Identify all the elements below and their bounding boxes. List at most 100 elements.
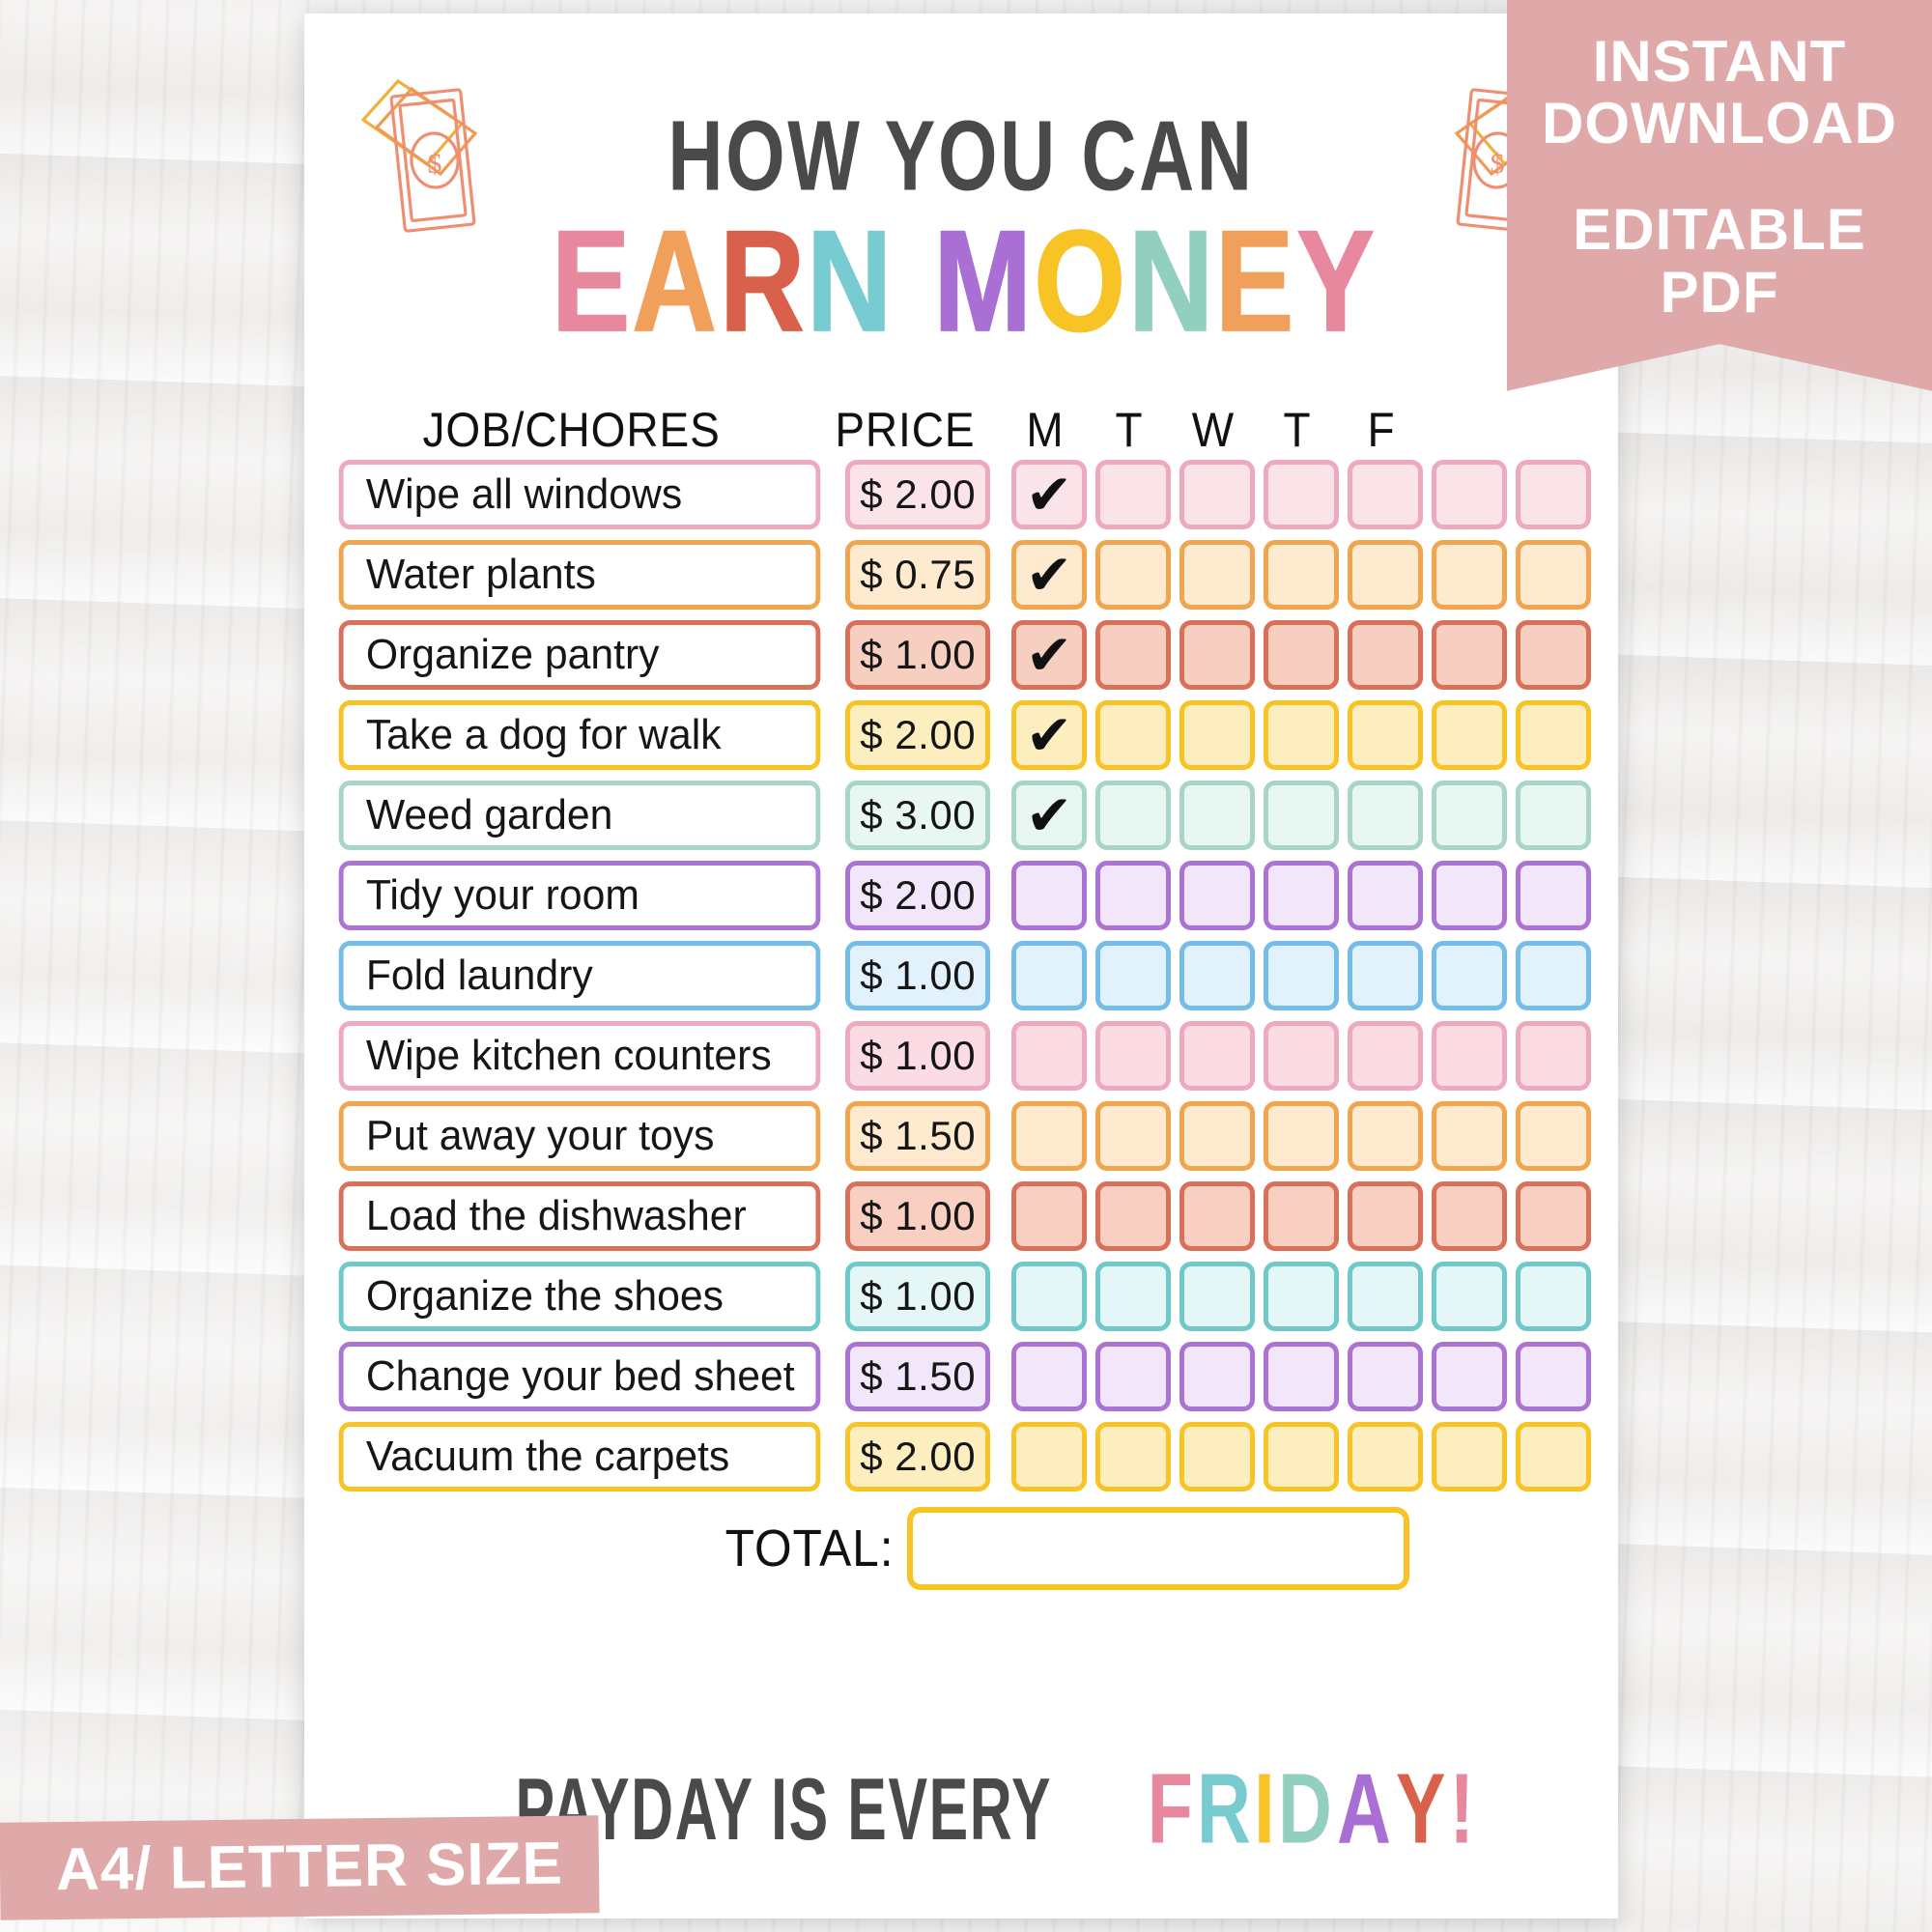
chore-name-input[interactable]: Weed garden	[338, 781, 821, 850]
day-checkbox[interactable]	[1264, 620, 1339, 690]
day-checkbox[interactable]	[1095, 460, 1171, 529]
day-checkbox[interactable]	[1095, 781, 1171, 850]
day-checkbox[interactable]	[1348, 1262, 1423, 1331]
day-checkbox[interactable]	[1516, 1101, 1591, 1171]
day-checkbox[interactable]	[1516, 1342, 1591, 1411]
day-checkbox[interactable]	[1011, 1342, 1087, 1411]
day-checkbox[interactable]	[1264, 861, 1339, 930]
day-checkbox[interactable]	[1264, 1181, 1339, 1251]
day-checkbox[interactable]	[1348, 941, 1423, 1010]
day-checkbox[interactable]	[1348, 1422, 1423, 1492]
day-checkbox[interactable]	[1264, 1101, 1339, 1171]
day-checkbox[interactable]	[1348, 620, 1423, 690]
day-checkbox[interactable]	[1095, 861, 1171, 930]
day-checkbox[interactable]	[1011, 1262, 1087, 1331]
chore-name-input[interactable]: Load the dishwasher	[338, 1181, 821, 1251]
day-checkbox[interactable]	[1095, 1422, 1171, 1492]
day-checkbox[interactable]: ✔	[1011, 620, 1087, 690]
day-checkbox[interactable]	[1516, 1021, 1591, 1091]
day-checkbox[interactable]: ✔	[1011, 540, 1087, 610]
day-checkbox[interactable]	[1179, 1021, 1255, 1091]
chore-price-input[interactable]: $ 3.00	[845, 781, 990, 850]
day-checkbox[interactable]	[1264, 1262, 1339, 1331]
chore-name-input[interactable]: Water plants	[338, 540, 821, 610]
day-checkbox[interactable]	[1095, 540, 1171, 610]
chore-name-input[interactable]: Wipe all windows	[338, 460, 821, 529]
day-checkbox[interactable]	[1179, 700, 1255, 770]
day-checkbox[interactable]	[1179, 1342, 1255, 1411]
day-checkbox[interactable]	[1516, 620, 1591, 690]
day-checkbox[interactable]	[1264, 1342, 1339, 1411]
day-checkbox[interactable]	[1348, 1181, 1423, 1251]
day-checkbox[interactable]	[1011, 941, 1087, 1010]
day-checkbox[interactable]	[1432, 1101, 1507, 1171]
day-checkbox[interactable]	[1432, 1021, 1507, 1091]
day-checkbox[interactable]	[1179, 941, 1255, 1010]
day-checkbox[interactable]	[1516, 781, 1591, 850]
chore-name-input[interactable]: Organize the shoes	[338, 1262, 821, 1331]
day-checkbox[interactable]: ✔	[1011, 781, 1087, 850]
chore-price-input[interactable]: $ 2.00	[845, 861, 990, 930]
day-checkbox[interactable]	[1095, 941, 1171, 1010]
day-checkbox[interactable]	[1432, 861, 1507, 930]
chore-price-input[interactable]: $ 2.00	[845, 700, 990, 770]
day-checkbox[interactable]	[1348, 861, 1423, 930]
day-checkbox[interactable]	[1432, 460, 1507, 529]
day-checkbox[interactable]	[1264, 700, 1339, 770]
chore-price-input[interactable]: $ 1.50	[845, 1342, 990, 1411]
chore-name-input[interactable]: Put away your toys	[338, 1101, 821, 1171]
chore-price-input[interactable]: $ 1.00	[845, 1181, 990, 1251]
day-checkbox[interactable]	[1516, 540, 1591, 610]
day-checkbox[interactable]	[1179, 1181, 1255, 1251]
day-checkbox[interactable]	[1432, 1422, 1507, 1492]
day-checkbox[interactable]	[1011, 1021, 1087, 1091]
day-checkbox[interactable]	[1348, 1021, 1423, 1091]
day-checkbox[interactable]	[1011, 1101, 1087, 1171]
day-checkbox[interactable]	[1095, 700, 1171, 770]
chore-name-input[interactable]: Tidy your room	[338, 861, 821, 930]
day-checkbox[interactable]	[1432, 540, 1507, 610]
day-checkbox[interactable]	[1179, 1422, 1255, 1492]
chore-name-input[interactable]: Vacuum the carpets	[338, 1422, 821, 1492]
day-checkbox[interactable]: ✔	[1011, 460, 1087, 529]
day-checkbox[interactable]	[1264, 1422, 1339, 1492]
chore-name-input[interactable]: Organize pantry	[338, 620, 821, 690]
day-checkbox[interactable]	[1432, 1342, 1507, 1411]
day-checkbox[interactable]	[1516, 1262, 1591, 1331]
day-checkbox[interactable]	[1432, 700, 1507, 770]
day-checkbox[interactable]	[1179, 1262, 1255, 1331]
day-checkbox[interactable]	[1516, 700, 1591, 770]
chore-price-input[interactable]: $ 1.00	[845, 1262, 990, 1331]
day-checkbox[interactable]	[1179, 1101, 1255, 1171]
day-checkbox[interactable]	[1348, 1342, 1423, 1411]
day-checkbox[interactable]	[1264, 460, 1339, 529]
chore-name-input[interactable]: Wipe kitchen counters	[338, 1021, 821, 1091]
day-checkbox[interactable]	[1179, 540, 1255, 610]
day-checkbox[interactable]	[1264, 941, 1339, 1010]
day-checkbox[interactable]	[1095, 1181, 1171, 1251]
day-checkbox[interactable]	[1348, 460, 1423, 529]
day-checkbox[interactable]	[1011, 861, 1087, 930]
day-checkbox[interactable]	[1264, 1021, 1339, 1091]
chore-price-input[interactable]: $ 2.00	[845, 1422, 990, 1492]
day-checkbox[interactable]	[1011, 1181, 1087, 1251]
day-checkbox[interactable]	[1516, 460, 1591, 529]
chore-name-input[interactable]: Take a dog for walk	[338, 700, 821, 770]
day-checkbox[interactable]	[1011, 1422, 1087, 1492]
day-checkbox[interactable]	[1432, 781, 1507, 850]
chore-price-input[interactable]: $ 0.75	[845, 540, 990, 610]
chore-name-input[interactable]: Change your bed sheet	[338, 1342, 821, 1411]
day-checkbox[interactable]	[1095, 1101, 1171, 1171]
day-checkbox[interactable]	[1516, 1181, 1591, 1251]
day-checkbox[interactable]	[1179, 781, 1255, 850]
day-checkbox[interactable]	[1179, 861, 1255, 930]
chore-price-input[interactable]: $ 1.00	[845, 1021, 990, 1091]
day-checkbox[interactable]	[1516, 861, 1591, 930]
day-checkbox[interactable]	[1095, 1262, 1171, 1331]
day-checkbox[interactable]	[1179, 620, 1255, 690]
day-checkbox[interactable]	[1264, 781, 1339, 850]
chore-price-input[interactable]: $ 2.00	[845, 460, 990, 529]
day-checkbox[interactable]	[1432, 1262, 1507, 1331]
day-checkbox[interactable]: ✔	[1011, 700, 1087, 770]
chore-name-input[interactable]: Fold laundry	[338, 941, 821, 1010]
